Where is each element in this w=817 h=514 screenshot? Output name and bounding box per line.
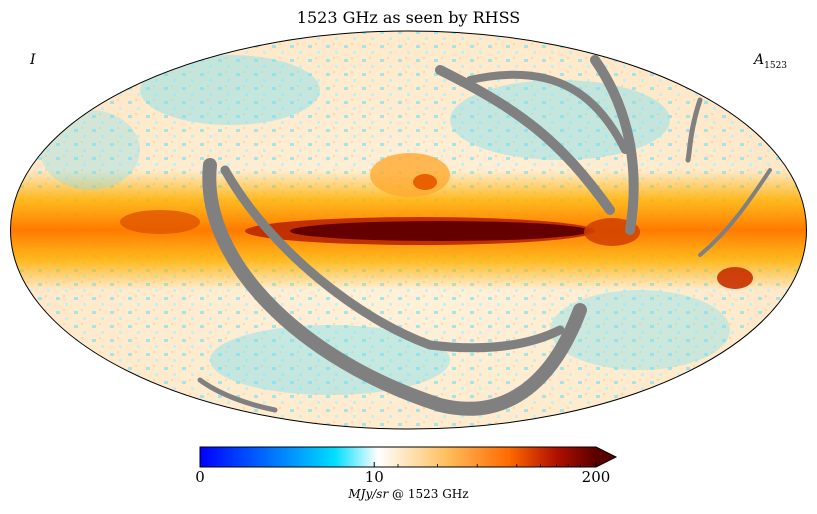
colorbar-tick-0: 0 — [195, 468, 205, 486]
colorbar-frequency: @ 1523 GHz — [392, 487, 469, 501]
colorbar-extend-arrow — [596, 447, 616, 467]
mask-arc-north-1 — [435, 65, 615, 215]
cyan-region-north-west — [140, 55, 320, 125]
lmc-blob — [717, 267, 753, 289]
colorbar-gradient — [200, 447, 596, 467]
mask-arc-north-2 — [466, 70, 629, 154]
hotspot-west — [120, 210, 200, 234]
component-subscript: 1523 — [764, 60, 788, 71]
colorbar-unit: MJy/sr — [348, 487, 389, 501]
colorbar — [199, 446, 618, 468]
stokes-label: I — [30, 52, 36, 68]
component-letter: A — [754, 52, 765, 68]
mask-arc-outer — [202, 158, 587, 416]
mask-arc-south-west — [197, 377, 278, 413]
component-label: A1523 — [754, 52, 787, 71]
map-title: 1523 GHz as seen by RHSS — [296, 8, 521, 27]
cyan-region-south-east — [550, 290, 730, 370]
colorbar-tick-marks — [199, 462, 597, 467]
colorbar-label: MJy/sr @ 1523 GHz — [0, 487, 817, 501]
colorbar-tick-10: 10 — [364, 468, 384, 486]
mask-arc-inner — [220, 165, 435, 350]
cyan-region-west — [40, 110, 140, 190]
ophiuchus-core — [413, 174, 437, 190]
mask-arc-north-3 — [590, 55, 639, 235]
galactic-center-core — [290, 221, 590, 241]
colorbar-tick-200: 200 — [581, 468, 611, 486]
masked-strips — [197, 55, 772, 416]
ophiuchus-blob — [370, 153, 450, 197]
map-outline — [10, 30, 807, 430]
mask-arc-east — [698, 168, 772, 257]
mask-arc-inner-tail — [425, 325, 565, 353]
mask-arc-north-4 — [685, 97, 703, 163]
